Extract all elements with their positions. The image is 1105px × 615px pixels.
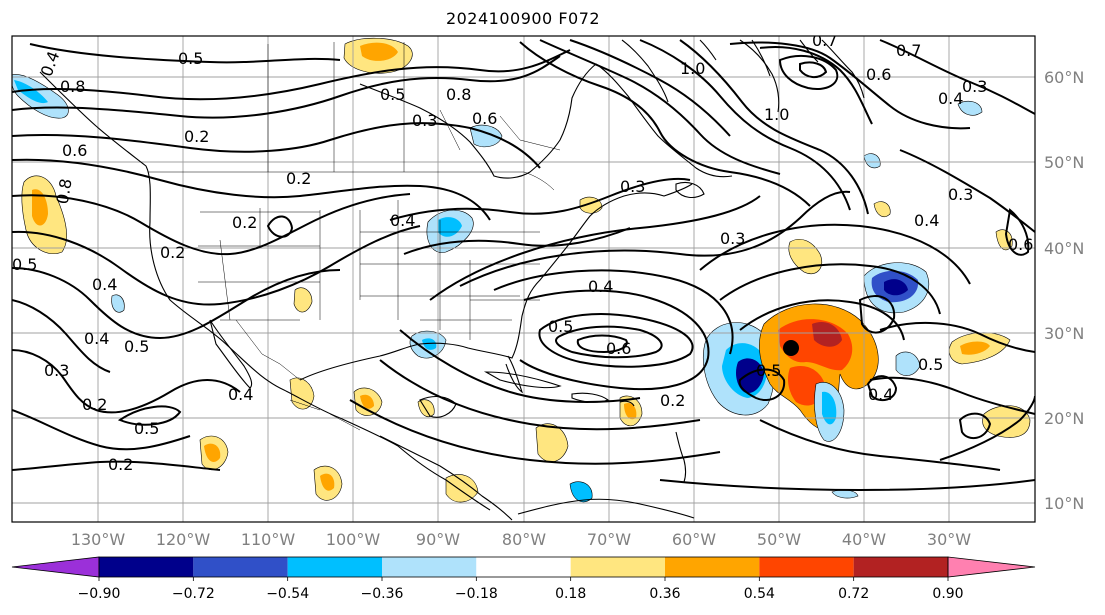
svg-text:0.2: 0.2 bbox=[184, 127, 209, 146]
svg-text:0.3: 0.3 bbox=[720, 229, 745, 248]
svg-text:0.2: 0.2 bbox=[660, 391, 685, 410]
colorbar: −0.90 −0.72 −0.54 −0.36 −0.18 0.18 0.36 0.54 0.7… bbox=[11, 556, 1036, 602]
svg-text:0.8: 0.8 bbox=[53, 177, 76, 205]
svg-text:0.2: 0.2 bbox=[160, 243, 185, 262]
lon-label: 60°W bbox=[672, 530, 716, 549]
colorbar-tick-label: 0.54 bbox=[744, 586, 775, 602]
svg-text:0.6: 0.6 bbox=[606, 339, 631, 358]
svg-text:0.2: 0.2 bbox=[232, 213, 257, 232]
lon-label: 90°W bbox=[416, 530, 460, 549]
svg-text:0.2: 0.2 bbox=[82, 395, 107, 414]
svg-text:0.4: 0.4 bbox=[228, 385, 253, 404]
colorbar-segment bbox=[759, 557, 854, 577]
colorbar-tick-label: 0.18 bbox=[555, 586, 586, 602]
colorbar-tick-label: −0.90 bbox=[78, 586, 121, 602]
colorbar-tick-label: 0.90 bbox=[932, 586, 963, 602]
colorbar-lower-extend bbox=[11, 556, 100, 578]
svg-text:0.4: 0.4 bbox=[938, 89, 963, 108]
contour-labels: 0.4 0.5 1.0 0.6 0.3 0.4 0.3 0.5 0.2 0.8 … bbox=[12, 31, 1033, 474]
svg-text:0.5: 0.5 bbox=[918, 355, 943, 374]
lon-label: 30°W bbox=[927, 530, 971, 549]
colorbar-upper-extend bbox=[947, 556, 1036, 578]
map-frame bbox=[11, 35, 1036, 523]
svg-text:1.0: 1.0 bbox=[764, 105, 789, 124]
svg-text:0.3: 0.3 bbox=[948, 185, 973, 204]
map-title: 2024100900 F072 bbox=[445, 9, 601, 28]
svg-text:0.5: 0.5 bbox=[134, 419, 159, 438]
svg-text:0.6: 0.6 bbox=[62, 141, 87, 160]
svg-text:0.4: 0.4 bbox=[588, 277, 613, 296]
lon-label: 120°W bbox=[156, 530, 211, 549]
lat-label: 40°N bbox=[1044, 239, 1084, 258]
lon-label: 50°W bbox=[757, 530, 801, 549]
svg-text:0.3: 0.3 bbox=[44, 361, 69, 380]
coastlines bbox=[39, 39, 865, 521]
svg-text:0.2: 0.2 bbox=[108, 455, 133, 474]
political-borders bbox=[148, 42, 561, 431]
svg-text:0.4: 0.4 bbox=[914, 211, 939, 230]
lat-label: 30°N bbox=[1044, 324, 1084, 343]
lon-label: 110°W bbox=[241, 530, 296, 549]
svg-text:0.6: 0.6 bbox=[472, 109, 497, 128]
colorbar-segment bbox=[382, 557, 477, 577]
lon-label: 100°W bbox=[326, 530, 381, 549]
longitude-labels: 130°W 120°W 110°W 100°W 90°W 80°W 70°W 6… bbox=[71, 530, 971, 549]
svg-text:0.8: 0.8 bbox=[446, 85, 471, 104]
svg-text:0.5: 0.5 bbox=[380, 85, 405, 104]
svg-text:0.5: 0.5 bbox=[548, 317, 573, 336]
svg-text:0.4: 0.4 bbox=[92, 275, 117, 294]
lon-label: 70°W bbox=[587, 530, 631, 549]
lat-label: 20°N bbox=[1044, 409, 1084, 428]
svg-text:0.5: 0.5 bbox=[12, 255, 37, 274]
svg-text:0.7: 0.7 bbox=[896, 41, 921, 60]
svg-text:0.5: 0.5 bbox=[178, 49, 203, 68]
svg-text:0.3: 0.3 bbox=[962, 77, 987, 96]
colorbar-segment bbox=[476, 557, 571, 577]
colorbar-tick-label: −0.36 bbox=[361, 586, 404, 602]
colorbar-tick-label: −0.54 bbox=[266, 586, 309, 602]
svg-text:0.6: 0.6 bbox=[866, 65, 891, 84]
svg-text:0.4: 0.4 bbox=[868, 385, 893, 404]
svg-text:1.0: 1.0 bbox=[680, 59, 705, 78]
svg-text:0.5: 0.5 bbox=[756, 361, 781, 380]
colorbar-segment bbox=[287, 557, 382, 577]
svg-text:0.3: 0.3 bbox=[412, 111, 437, 130]
colorbar-segment bbox=[853, 557, 948, 577]
contour-lines bbox=[12, 39, 1035, 492]
lat-label: 10°N bbox=[1044, 494, 1084, 513]
svg-text:0.2: 0.2 bbox=[286, 169, 311, 188]
svg-text:0.6: 0.6 bbox=[1008, 235, 1033, 254]
svg-text:0.4: 0.4 bbox=[390, 211, 415, 230]
lat-label: 60°N bbox=[1044, 68, 1084, 87]
colorbar-tick-label: −0.72 bbox=[172, 586, 215, 602]
svg-text:0.5: 0.5 bbox=[124, 337, 149, 356]
lat-label: 50°N bbox=[1044, 153, 1084, 172]
colorbar-segment bbox=[99, 557, 194, 577]
latitude-labels: 60°N 50°N 40°N 30°N 20°N 10°N bbox=[1044, 68, 1084, 513]
svg-text:0.4: 0.4 bbox=[84, 329, 109, 348]
colorbar-tick-label: 0.72 bbox=[838, 586, 869, 602]
storm-center-marker bbox=[783, 340, 799, 356]
lon-label: 130°W bbox=[71, 530, 126, 549]
colorbar-frame bbox=[98, 556, 949, 578]
svg-text:0.7: 0.7 bbox=[812, 31, 837, 50]
lon-label: 40°W bbox=[842, 530, 886, 549]
lon-label: 80°W bbox=[502, 530, 546, 549]
svg-text:0.8: 0.8 bbox=[60, 77, 85, 96]
colorbar-segment bbox=[193, 557, 288, 577]
svg-text:0.3: 0.3 bbox=[620, 177, 645, 196]
colorbar-tick-label: −0.18 bbox=[455, 586, 498, 602]
colorbar-segment bbox=[665, 557, 760, 577]
colorbar-segment bbox=[570, 557, 665, 577]
colorbar-tick-label: 0.36 bbox=[649, 586, 680, 602]
